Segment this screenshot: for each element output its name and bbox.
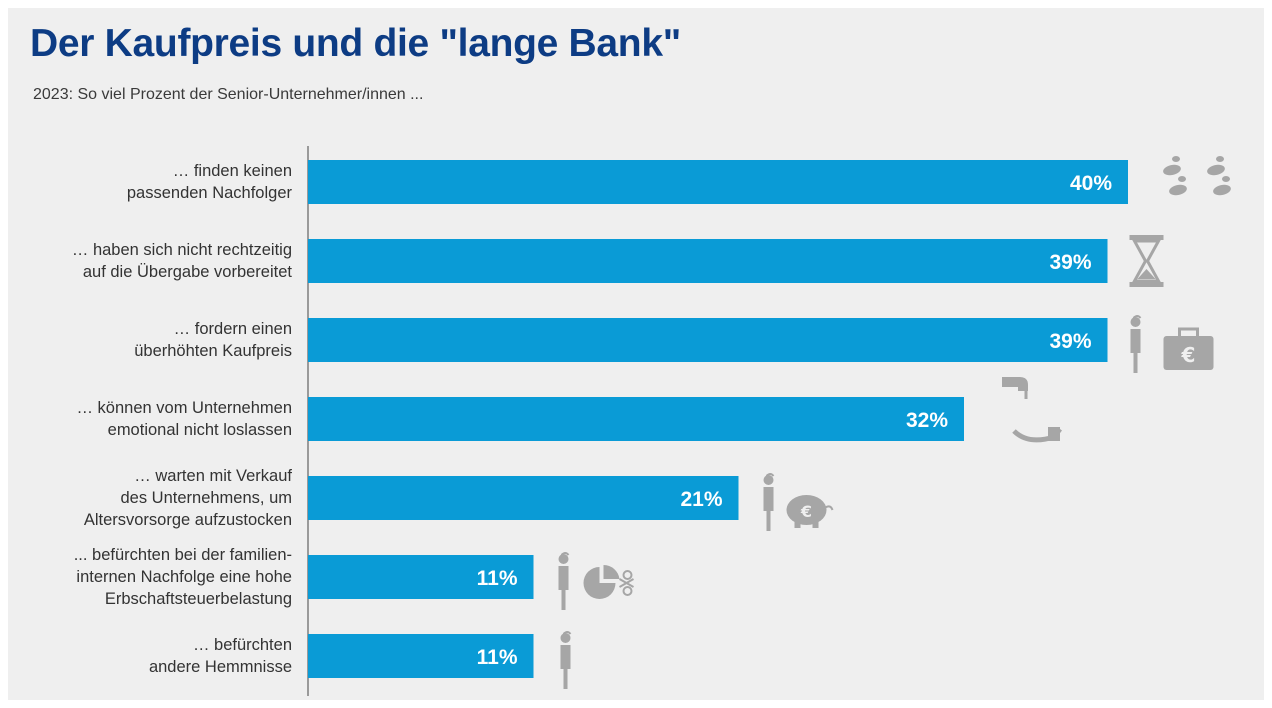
- category-label-line: andere Hemmnisse: [148, 658, 292, 676]
- bar-value-label: 39%: [1049, 330, 1091, 353]
- category-label: … befürchten andere Hemmnisse: [22, 634, 292, 678]
- category-label-line: passenden Nachfolger: [126, 184, 292, 202]
- businessman-euro-briefcase-icon: €: [1130, 316, 1214, 373]
- bar: [308, 397, 964, 441]
- bar-value-label: 32%: [906, 409, 948, 432]
- category-label-line: Altersvorsorge aufzustocken: [83, 511, 292, 529]
- category-label-line: überhöhten Kaufpreis: [134, 342, 292, 360]
- category-label-line: auf die Übergabe vorbereitet: [82, 263, 292, 281]
- category-label-line: … haben sich nicht rechtzeitig: [71, 241, 292, 259]
- bar-value-label: 39%: [1049, 251, 1091, 274]
- thinking-person-piggy-bank-icon: €: [763, 474, 834, 531]
- bar: [308, 555, 534, 599]
- category-label-line: … fordern einen: [173, 320, 292, 338]
- thinking-person-pie-chart-scissors-icon: [558, 553, 634, 610]
- bar-value-label: 40%: [1070, 172, 1112, 195]
- category-label-line: … finden keinen: [172, 162, 292, 180]
- bar: [308, 634, 534, 678]
- category-label-line: Erbschaftsteuerbelastung: [104, 590, 292, 608]
- bar-value-label: 21%: [680, 488, 722, 511]
- bar: [308, 476, 739, 520]
- category-label-line: emotional nicht loslassen: [107, 421, 292, 439]
- category-label: … finden keinen passenden Nachfolger: [22, 160, 292, 204]
- category-label-line: … warten mit Verkauf: [134, 467, 292, 485]
- bar: [308, 318, 1108, 362]
- footprints-icon: [1162, 156, 1232, 197]
- bar: [308, 160, 1128, 204]
- chart-subtitle: 2023: So viel Prozent der Senior-Unterne…: [33, 86, 424, 103]
- svg-text:€: €: [800, 502, 812, 521]
- category-label: … fordern einen überhöhten Kaufpreis: [22, 318, 292, 362]
- category-label: … warten mit Verkauf des Unternehmens, um…: [22, 465, 292, 531]
- category-label: … haben sich nicht rechtzeitig auf die Üb…: [22, 239, 292, 283]
- category-label-line: ... befürchten bei der familien-: [73, 546, 292, 564]
- category-label: ... befürchten bei der familien-internen…: [22, 544, 292, 610]
- category-label-line: … befürchten: [192, 636, 292, 654]
- bar-value-label: 11%: [477, 646, 518, 669]
- chart-title: Der Kaufpreis und die "lange Bank": [30, 22, 681, 65]
- bar: [308, 239, 1108, 283]
- hourglass-icon: [1129, 235, 1164, 287]
- category-label-line: … können vom Unternehmen: [76, 399, 292, 417]
- svg-text:€: €: [1181, 343, 1196, 367]
- thinking-person-icon: [560, 632, 571, 689]
- hand-giving-key-icon: [1002, 377, 1062, 443]
- bar-value-label: 11%: [477, 567, 518, 590]
- category-label: … können vom Unternehmen emotional nicht …: [22, 397, 292, 441]
- category-label-line: des Unternehmens, um: [120, 489, 292, 507]
- category-label-line: internen Nachfolge eine hohe: [76, 568, 292, 586]
